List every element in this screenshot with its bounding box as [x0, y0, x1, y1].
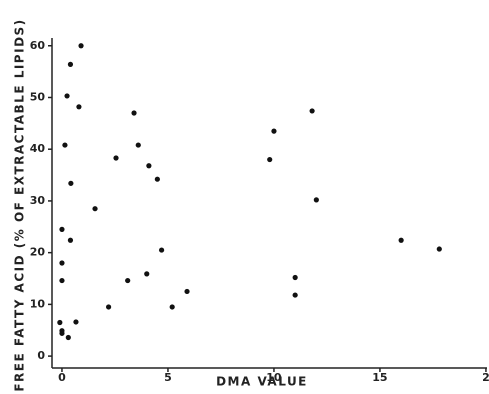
point	[64, 93, 70, 99]
point	[398, 237, 404, 243]
point	[78, 43, 84, 49]
y-tick-label: 60	[30, 39, 46, 52]
y-tick-label: 30	[30, 194, 46, 207]
point	[57, 319, 63, 326]
x-tick-label: 0	[58, 371, 66, 384]
point	[67, 61, 74, 67]
x-tick-label: 15	[372, 371, 387, 384]
point	[65, 334, 71, 341]
point	[59, 330, 65, 336]
point	[73, 319, 79, 325]
point	[169, 304, 175, 310]
y-tick-label: 50	[30, 90, 46, 103]
point	[135, 142, 141, 148]
y-tick-label: 10	[30, 297, 46, 310]
x-tick-label: 10	[266, 371, 282, 384]
x-axis-label: DMA VALUE	[216, 375, 308, 389]
y-tick-label: 20	[30, 246, 46, 259]
y-axis-label: FREE FATTY ACID (% OF EXTRACTABLE LIPIDS…	[13, 18, 27, 391]
point	[59, 260, 65, 266]
point	[154, 176, 160, 182]
point	[144, 271, 150, 277]
point	[59, 226, 65, 232]
point	[68, 180, 74, 186]
point	[184, 288, 190, 295]
point	[436, 246, 442, 252]
point	[309, 108, 315, 114]
point	[292, 292, 298, 298]
point	[292, 274, 298, 281]
point	[313, 197, 319, 203]
point	[76, 104, 82, 110]
x-tick-label: 5	[164, 371, 172, 384]
point	[67, 237, 74, 243]
point	[106, 304, 112, 310]
point	[92, 206, 98, 212]
point	[267, 156, 273, 163]
y-tick-label: 0	[37, 349, 45, 362]
y-tick-label: 40	[30, 142, 46, 155]
point	[125, 277, 131, 284]
point	[59, 277, 65, 284]
point	[271, 128, 277, 134]
point	[131, 110, 137, 116]
x-tick-label: 2	[482, 371, 489, 384]
point	[62, 142, 68, 148]
point	[146, 163, 152, 169]
point	[113, 155, 119, 161]
point	[158, 247, 165, 253]
